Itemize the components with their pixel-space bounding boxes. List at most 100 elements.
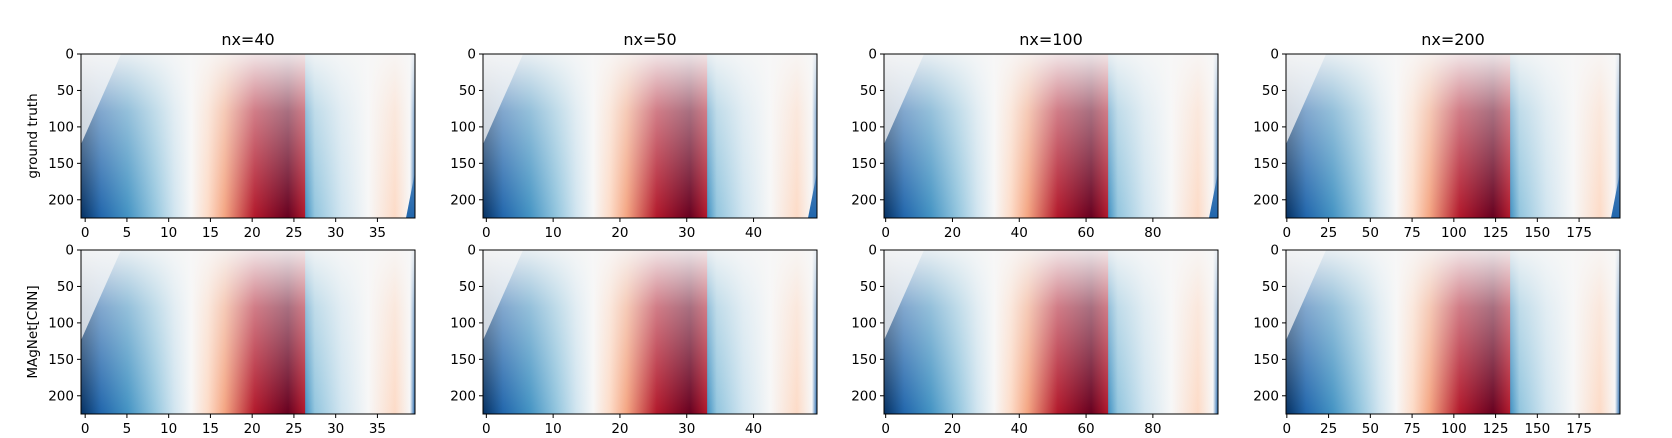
x-tick-label: 80 — [1144, 421, 1161, 437]
x-tick-label: 40 — [1011, 225, 1028, 241]
y-tick-label: 100 — [48, 119, 74, 135]
x-tick-label: 5 — [123, 225, 132, 241]
y-tick-label: 200 — [450, 388, 476, 404]
x-tick-label: 10 — [160, 421, 177, 437]
y-tick-label: 200 — [48, 192, 74, 208]
x-tick-label: 0 — [482, 421, 491, 437]
heatmap-panel-2-0: 0 50 100 150 200 0 20 40 60 80 — [851, 47, 1219, 241]
x-tick-label: 60 — [1077, 421, 1094, 437]
x-tick-label: 175 — [1566, 225, 1592, 241]
x-tick-label: 20 — [611, 225, 628, 241]
y-tick-label: 50 — [860, 279, 877, 295]
x-tick-label: 20 — [244, 225, 261, 241]
heatmap-image — [1286, 250, 1620, 414]
x-tick-label: 30 — [678, 421, 695, 437]
row-label-1: MAgNet[CNN] — [25, 285, 41, 378]
x-tick-label: 60 — [1077, 225, 1094, 241]
panel-title-0: nx=40 — [221, 30, 274, 49]
x-tick-label: 20 — [611, 421, 628, 437]
x-tick-label: 20 — [244, 421, 261, 437]
y-tick-label: 50 — [459, 83, 476, 99]
y-tick-label: 100 — [48, 315, 74, 331]
axes-frame — [80, 53, 416, 219]
y-tick-label: 50 — [57, 83, 74, 99]
axes-frame — [482, 249, 818, 415]
heatmap-panel-3-0: 0 50 100 150 200 0 25 50 75 100 125 150 175 — [1253, 47, 1621, 241]
y-tick-label: 0 — [467, 47, 476, 63]
y-tick-label: 0 — [868, 47, 877, 63]
x-tick-label: 35 — [369, 421, 386, 437]
x-tick-label: 35 — [369, 225, 386, 241]
x-tick-label: 25 — [1320, 225, 1337, 241]
row-labels: ground truth MAgNet[CNN] — [25, 93, 41, 378]
heatmap-image — [1286, 54, 1620, 218]
panel-title-2: nx=100 — [1019, 30, 1083, 49]
y-tick-label: 200 — [48, 388, 74, 404]
y-tick-label: 0 — [65, 243, 74, 259]
axes-frame — [883, 249, 1219, 415]
axes-frame — [1285, 249, 1621, 415]
x-tick-label: 25 — [1320, 421, 1337, 437]
y-tick-label: 100 — [1253, 119, 1279, 135]
x-tick-label: 25 — [285, 225, 302, 241]
x-tick-label: 20 — [944, 421, 961, 437]
x-tick-label: 10 — [545, 225, 562, 241]
y-tick-label: 50 — [57, 279, 74, 295]
y-tick-label: 200 — [1253, 388, 1279, 404]
x-tick-label: 80 — [1144, 225, 1161, 241]
x-tick-label: 30 — [327, 421, 344, 437]
x-tick-label: 20 — [944, 225, 961, 241]
axes-frame — [80, 249, 416, 415]
y-tick-label: 150 — [48, 352, 74, 368]
y-tick-label: 100 — [851, 315, 877, 331]
y-tick-label: 200 — [851, 388, 877, 404]
y-tick-label: 0 — [868, 243, 877, 259]
y-tick-label: 200 — [851, 192, 877, 208]
x-tick-label: 30 — [678, 225, 695, 241]
x-tick-label: 125 — [1483, 421, 1509, 437]
axes-frame — [1285, 53, 1621, 219]
y-tick-label: 150 — [1253, 352, 1279, 368]
x-tick-label: 30 — [327, 225, 344, 241]
y-tick-label: 200 — [450, 192, 476, 208]
heatmap-image — [81, 54, 415, 218]
x-tick-label: 5 — [123, 421, 132, 437]
y-tick-label: 50 — [1262, 83, 1279, 99]
heatmap-image — [884, 54, 1218, 218]
y-tick-label: 100 — [851, 119, 877, 135]
y-tick-label: 0 — [65, 47, 74, 63]
x-tick-label: 100 — [1441, 225, 1467, 241]
x-tick-label: 75 — [1403, 225, 1420, 241]
y-tick-label: 100 — [450, 119, 476, 135]
x-tick-label: 0 — [881, 421, 890, 437]
heatmap-panel-1-1: 0 50 100 150 200 0 10 20 30 40 — [450, 243, 818, 437]
x-tick-label: 0 — [1283, 421, 1292, 437]
y-tick-label: 200 — [1253, 192, 1279, 208]
x-tick-label: 25 — [285, 421, 302, 437]
row-label-0: ground truth — [25, 93, 41, 178]
x-tick-label: 0 — [881, 225, 890, 241]
x-tick-label: 0 — [81, 225, 90, 241]
x-tick-label: 40 — [745, 225, 762, 241]
heatmap-image — [81, 250, 415, 414]
y-tick-label: 150 — [48, 156, 74, 172]
y-tick-label: 150 — [450, 156, 476, 172]
x-tick-label: 0 — [81, 421, 90, 437]
x-tick-label: 50 — [1362, 421, 1379, 437]
heatmap-panel-1-0: 0 50 100 150 200 0 10 20 30 40 — [450, 47, 818, 241]
x-tick-label: 150 — [1524, 421, 1550, 437]
x-tick-label: 125 — [1483, 225, 1509, 241]
y-tick-label: 0 — [1270, 243, 1279, 259]
x-tick-label: 75 — [1403, 421, 1420, 437]
y-tick-label: 0 — [1270, 47, 1279, 63]
heatmap-panel-3-1: 0 50 100 150 200 0 25 50 75 100 125 150 175 — [1253, 243, 1621, 437]
axes-frame — [482, 53, 818, 219]
heatmap-panel-2-1: 0 50 100 150 200 0 20 40 60 80 — [851, 243, 1219, 437]
x-tick-label: 40 — [745, 421, 762, 437]
x-tick-label: 50 — [1362, 225, 1379, 241]
x-tick-label: 150 — [1524, 225, 1550, 241]
x-tick-label: 100 — [1441, 421, 1467, 437]
x-tick-label: 10 — [545, 421, 562, 437]
